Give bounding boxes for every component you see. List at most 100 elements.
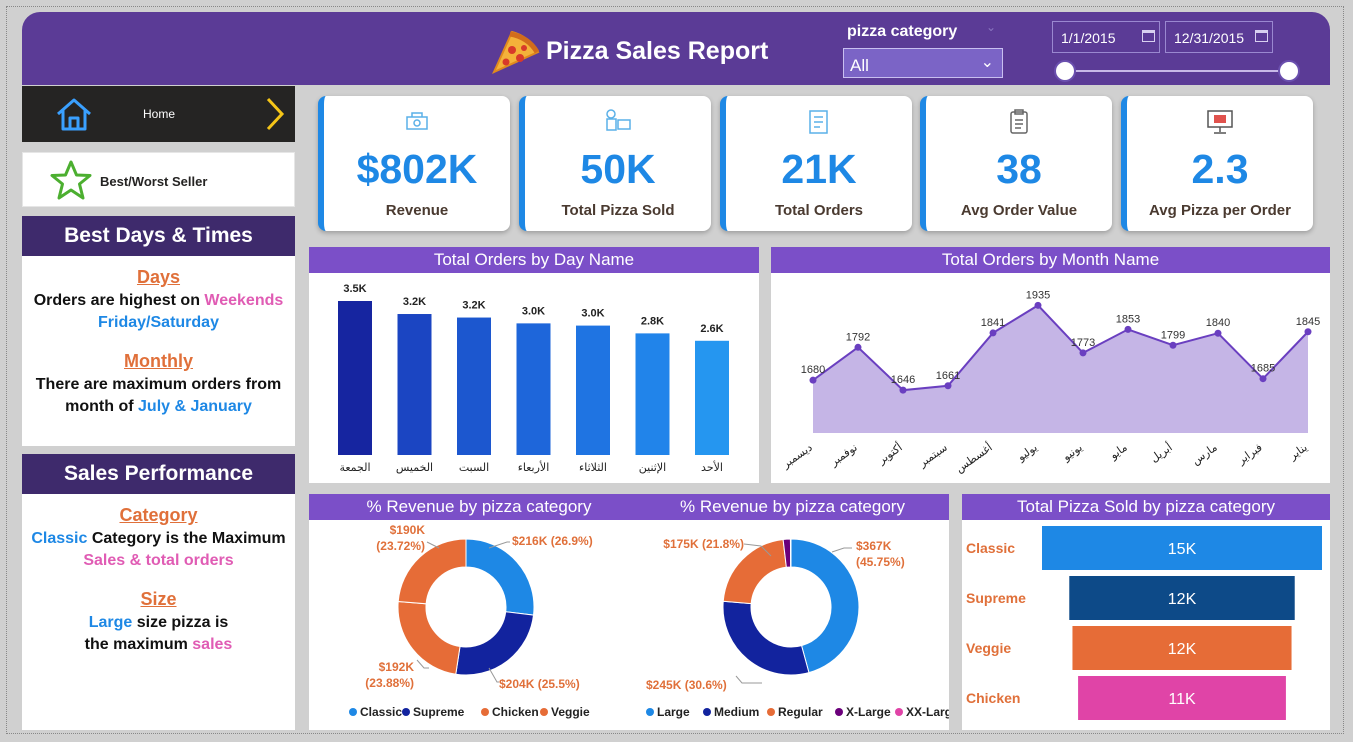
legend-swatch (703, 708, 711, 716)
hbar-category-label: Classic (966, 540, 1015, 556)
size-heading: Size (140, 589, 177, 609)
kpi-orders-card: 21K Total Orders (720, 96, 912, 231)
chevron-right-icon[interactable] (264, 96, 286, 132)
size-highlight: Large (88, 614, 133, 631)
monitor-icon (1207, 110, 1233, 134)
monthly-highlight: July & January (138, 398, 252, 415)
day-bar (635, 333, 670, 455)
donut-label: $175K (21.8%) (663, 537, 744, 551)
month-value-label: 1792 (846, 331, 870, 343)
legend-label: Medium (714, 705, 759, 719)
day-axis-label: الإثنين (639, 462, 666, 474)
category-filter-dropdown[interactable]: All ⌄ (843, 48, 1003, 78)
donut-slice (455, 611, 535, 676)
report-frame (6, 6, 1344, 734)
legend-label: Large (657, 705, 690, 719)
category-text: Category is the Maximum (91, 530, 286, 547)
legend-label: Supreme (413, 705, 465, 719)
star-icon (50, 160, 92, 200)
donut-leader-line (488, 541, 510, 549)
kpi-value: 50K (580, 146, 656, 192)
start-date-value: 1/1/2015 (1061, 30, 1116, 46)
month-value-label: 1685 (1251, 363, 1275, 375)
calendar-icon[interactable] (1142, 30, 1155, 42)
hbar-value-label: 12K (1168, 591, 1197, 608)
revenue-size-title: % Revenue by pizza category (636, 494, 949, 520)
date-slider-track[interactable] (1065, 70, 1289, 72)
month-value-label: 1841 (981, 317, 1005, 329)
day-bar (397, 314, 432, 455)
chevron-down-icon[interactable]: ⌄ (986, 20, 997, 34)
donut-leader-line (743, 543, 772, 557)
revenue-size-donut: $367K (45.75%) $245K (30.6%) $175K (21.8%) L… (646, 537, 949, 719)
day-bar-label: 3.2K (403, 296, 426, 308)
donut-label: (23.72%) (376, 539, 425, 553)
day-bar (338, 301, 372, 455)
revenue-size-card (636, 494, 949, 730)
home-nav-button[interactable]: Home (22, 86, 295, 142)
month-value-label: 1853 (1116, 313, 1140, 325)
home-icon (57, 98, 91, 131)
kpi-revenue-card: $802K Revenue (318, 96, 510, 231)
revenue-category-card (309, 494, 649, 730)
month-value-label: 1935 (1026, 289, 1050, 301)
legend-swatch (540, 708, 548, 716)
kpi-label: Avg Order Value (960, 202, 1078, 219)
month-line (812, 304, 1309, 392)
hbar-bar (1069, 576, 1295, 620)
donut-leader-line (735, 675, 762, 684)
month-point (1259, 375, 1267, 383)
hbar-value-label: 11K (1168, 691, 1196, 708)
legend-label: X-Large (846, 705, 891, 719)
size-text-2: the maximum (84, 636, 188, 653)
best-worst-nav-button[interactable]: Best/Worst Seller (22, 152, 295, 207)
month-axis-label: أغسطس (953, 440, 995, 475)
hbar-category-label: Chicken (966, 690, 1020, 706)
month-axis-label: أبريل (1147, 440, 1174, 465)
month-value-label: 1661 (936, 370, 960, 382)
day-axis-label: السبت (459, 462, 489, 474)
date-slider-end-handle[interactable] (1278, 60, 1300, 82)
donut-label: (45.75%) (856, 555, 905, 569)
month-point (1079, 349, 1087, 357)
clipboard-icon (1010, 109, 1028, 134)
calendar-icon[interactable] (1255, 30, 1268, 42)
day-bar-label: 3.5K (343, 283, 366, 295)
days-heading: Days (136, 267, 181, 287)
month-axis-label: أكتوبر (874, 440, 905, 467)
days-days: Friday/Saturday (98, 314, 219, 331)
revenue-category-title: % Revenue by pizza category (309, 494, 649, 520)
legend-label: Veggie (551, 705, 590, 719)
donut-label: $192K (379, 660, 415, 674)
month-axis-label: ديسمبر (780, 442, 815, 472)
legend-label: Chicken (492, 705, 539, 719)
donut-leader-line (416, 659, 429, 669)
kpi-label: Avg Pizza per Order (1149, 202, 1291, 219)
kpi-value: 21K (781, 146, 857, 192)
day-bar-label: 2.8K (641, 315, 664, 327)
day-bar-label: 2.6K (700, 323, 723, 335)
day-bar (576, 325, 610, 455)
legend-label: XX-Large (906, 705, 949, 719)
day-axis-label: الخميس (396, 462, 433, 474)
revenue-category-donut: $216K (26.9%) $204K (25.5%) $192K (23.88%) $… (349, 523, 593, 719)
hbar-bar (1042, 526, 1322, 570)
day-bar (695, 340, 729, 455)
best-days-panel: Days Orders are highest on Weekends Frid… (22, 256, 295, 446)
legend-label: Regular (778, 705, 823, 719)
kpi-label: Total Orders (774, 202, 864, 219)
date-slider-start-handle[interactable] (1054, 60, 1076, 82)
kpi-value: 2.3 (1191, 146, 1249, 192)
day-bar-label: 3.2K (462, 300, 485, 312)
end-date-input[interactable]: 12/31/2015 (1165, 21, 1273, 53)
day-bar (457, 317, 491, 455)
donut-slice (465, 538, 535, 616)
days-text: Orders are highest on (33, 292, 200, 309)
month-value-label: 1680 (801, 364, 825, 376)
start-date-input[interactable]: 1/1/2015 (1052, 21, 1160, 53)
day-axis-label: الأربعاء (518, 460, 550, 474)
report-title: Pizza Sales Report (546, 37, 769, 65)
donut-leader-line (426, 541, 440, 549)
delivery-icon (606, 109, 631, 131)
orders-by-day-title: Total Orders by Day Name (309, 247, 759, 273)
